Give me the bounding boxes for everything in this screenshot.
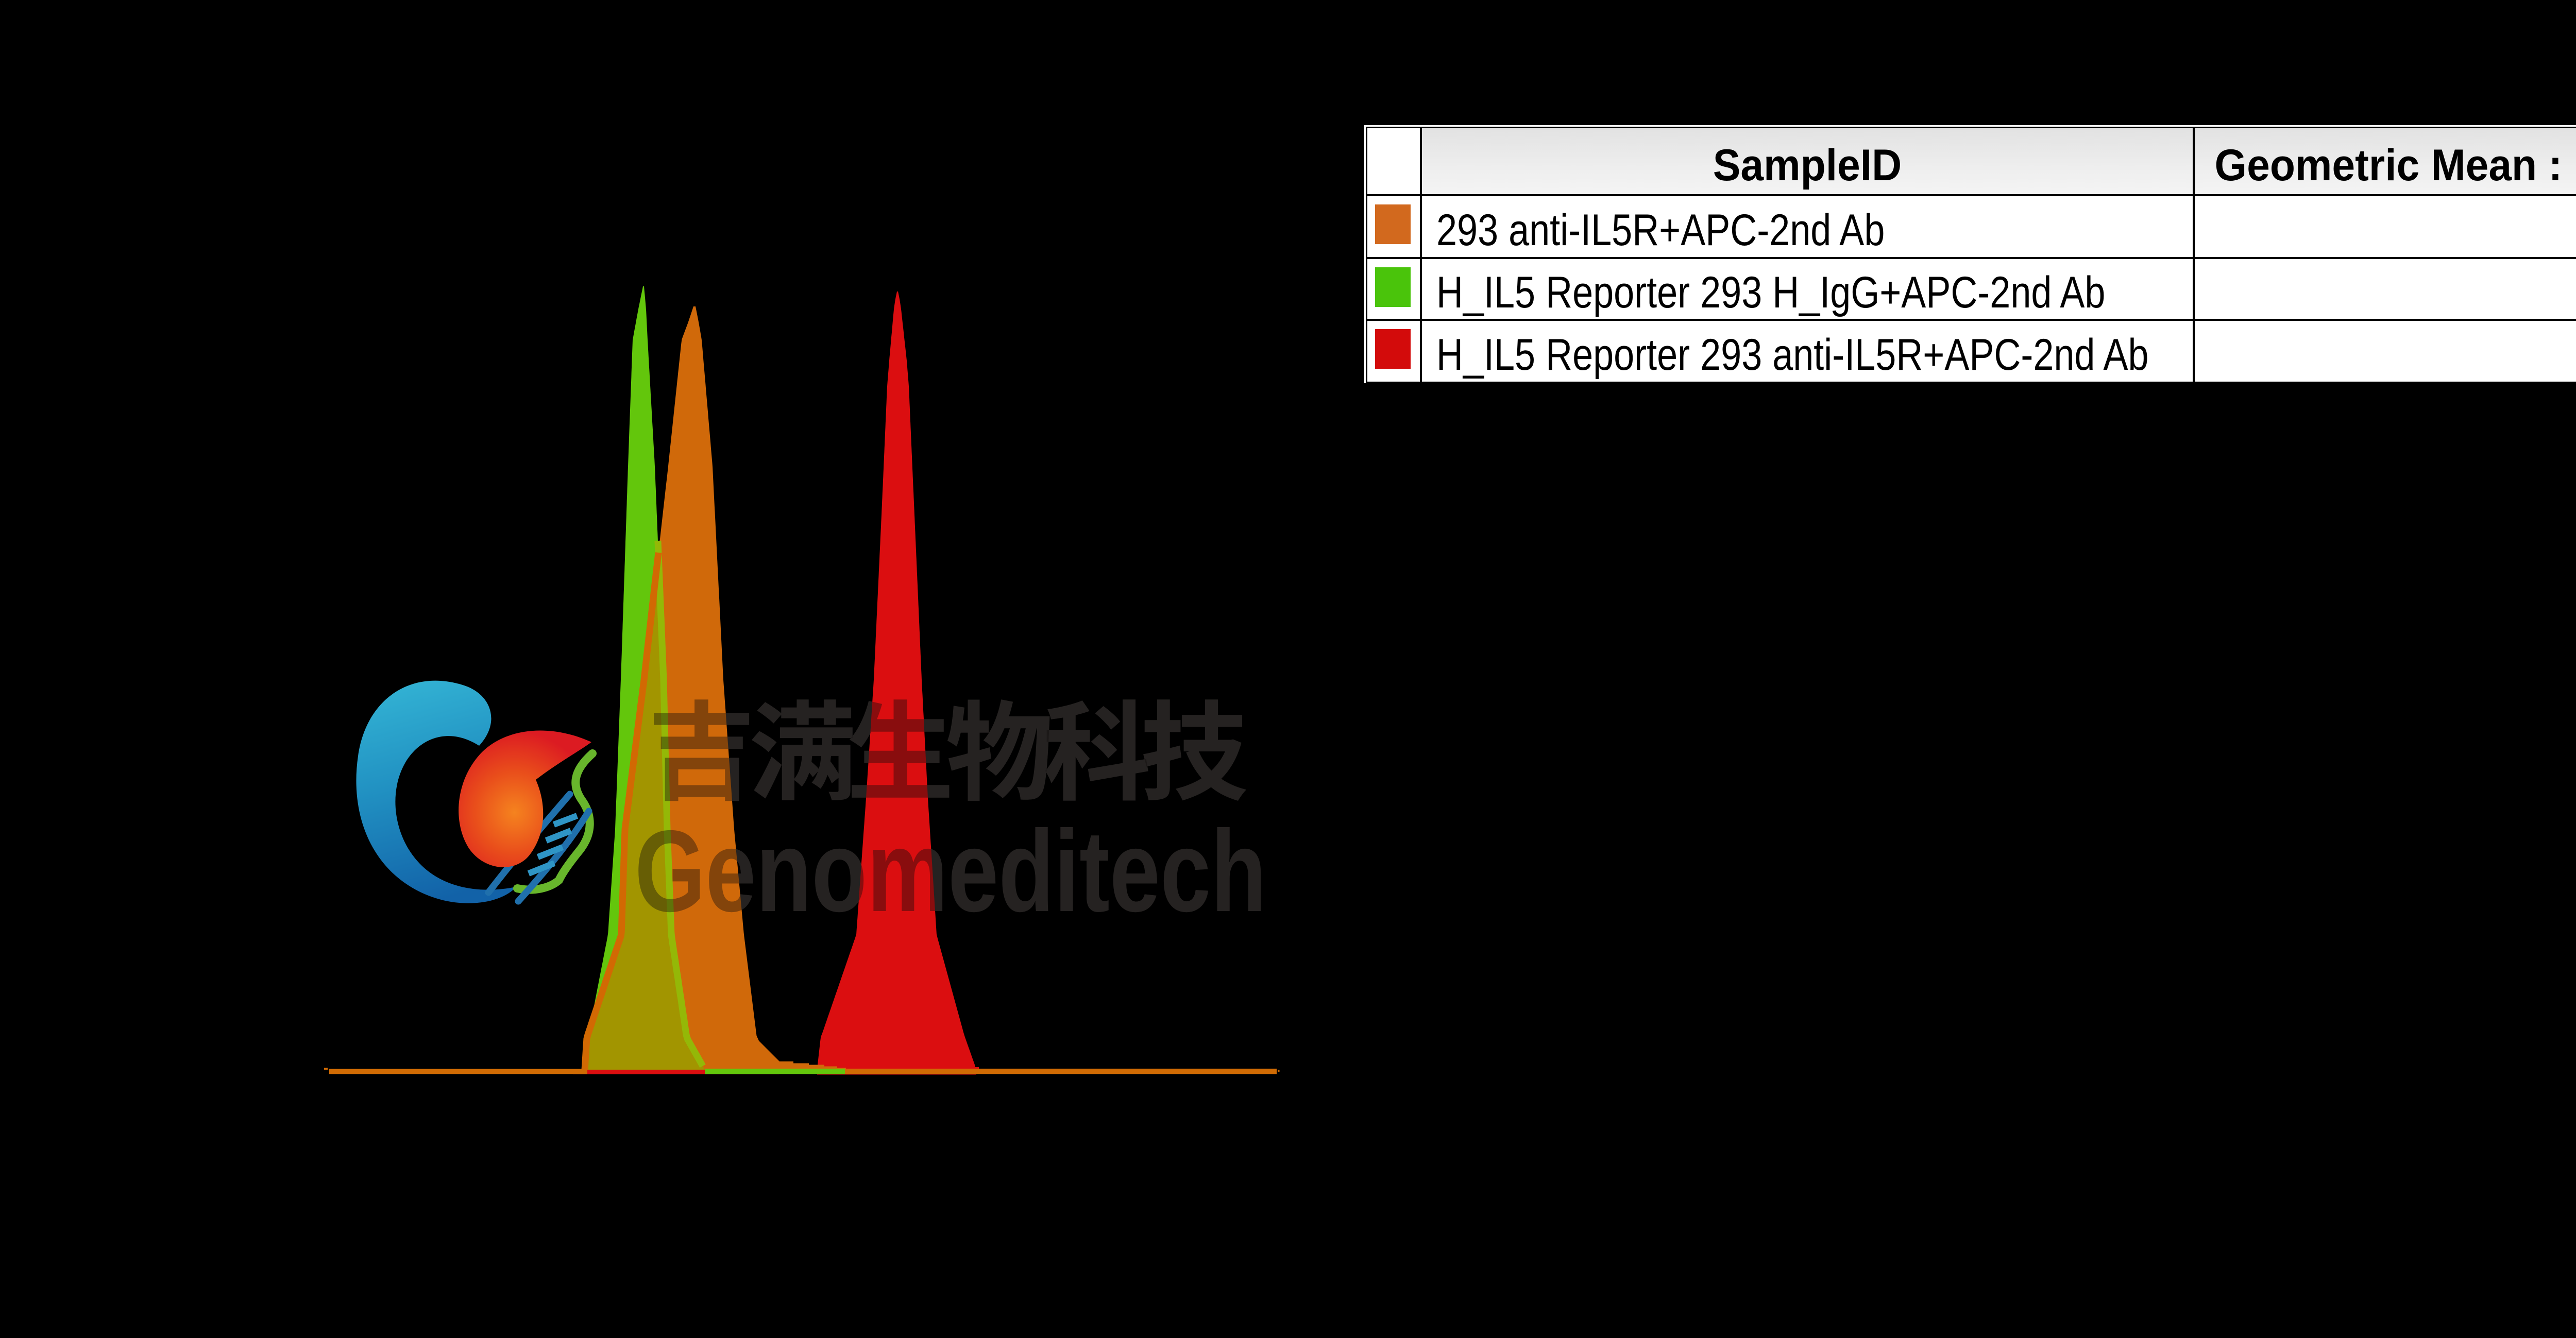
svg-text:Genomeditech: Genomeditech bbox=[635, 806, 1266, 935]
